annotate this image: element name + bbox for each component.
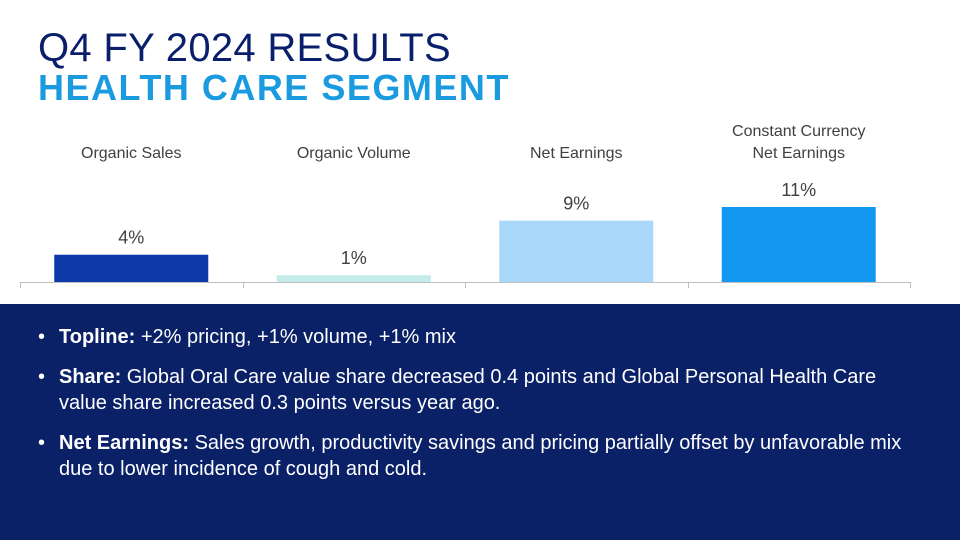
bullet-topline: Topline: +2% pricing, +1% volume, +1% mi…: [38, 324, 918, 350]
bullet-list: Topline: +2% pricing, +1% volume, +1% mi…: [38, 324, 918, 496]
bar-chart: 4% Organic Sales 1% Organic Volume 9% Net Ear…: [20, 123, 911, 288]
commentary-panel: Topline: +2% pricing, +1% volume, +1% mi…: [0, 304, 960, 540]
category-label: Organic Volume: [297, 145, 411, 162]
page-title: Q4 FY 2024 RESULTS: [38, 26, 451, 70]
bullet-text: +2% pricing, +1% volume, +1% mix: [135, 326, 456, 348]
bullet-label: Net Earnings:: [59, 432, 190, 454]
data-label: 9%: [563, 194, 589, 214]
data-label: 1%: [341, 248, 367, 268]
bullet-net-earnings: Net Earnings: Sales growth, productivity…: [38, 430, 918, 482]
bar: [54, 254, 209, 282]
bullet-share: Share: Global Oral Care value share decr…: [38, 364, 918, 416]
category-label: Organic Sales: [81, 145, 182, 162]
bar: [499, 220, 654, 282]
category-label: Net Earnings: [530, 145, 623, 162]
category-label: Net Earnings: [753, 145, 846, 162]
bullet-label: Topline:: [59, 326, 136, 348]
bullet-label: Share:: [59, 366, 122, 388]
bullet-text: Sales growth, productivity savings and p…: [59, 432, 902, 480]
page-subtitle: HEALTH CARE SEGMENT: [38, 67, 510, 108]
category-label: Constant Currency: [732, 123, 865, 140]
data-label: 4%: [118, 228, 144, 248]
bullet-text: Global Oral Care value share decreased 0…: [59, 366, 877, 414]
bar: [721, 207, 876, 282]
bar: [276, 275, 431, 282]
data-label: 11%: [781, 180, 816, 200]
